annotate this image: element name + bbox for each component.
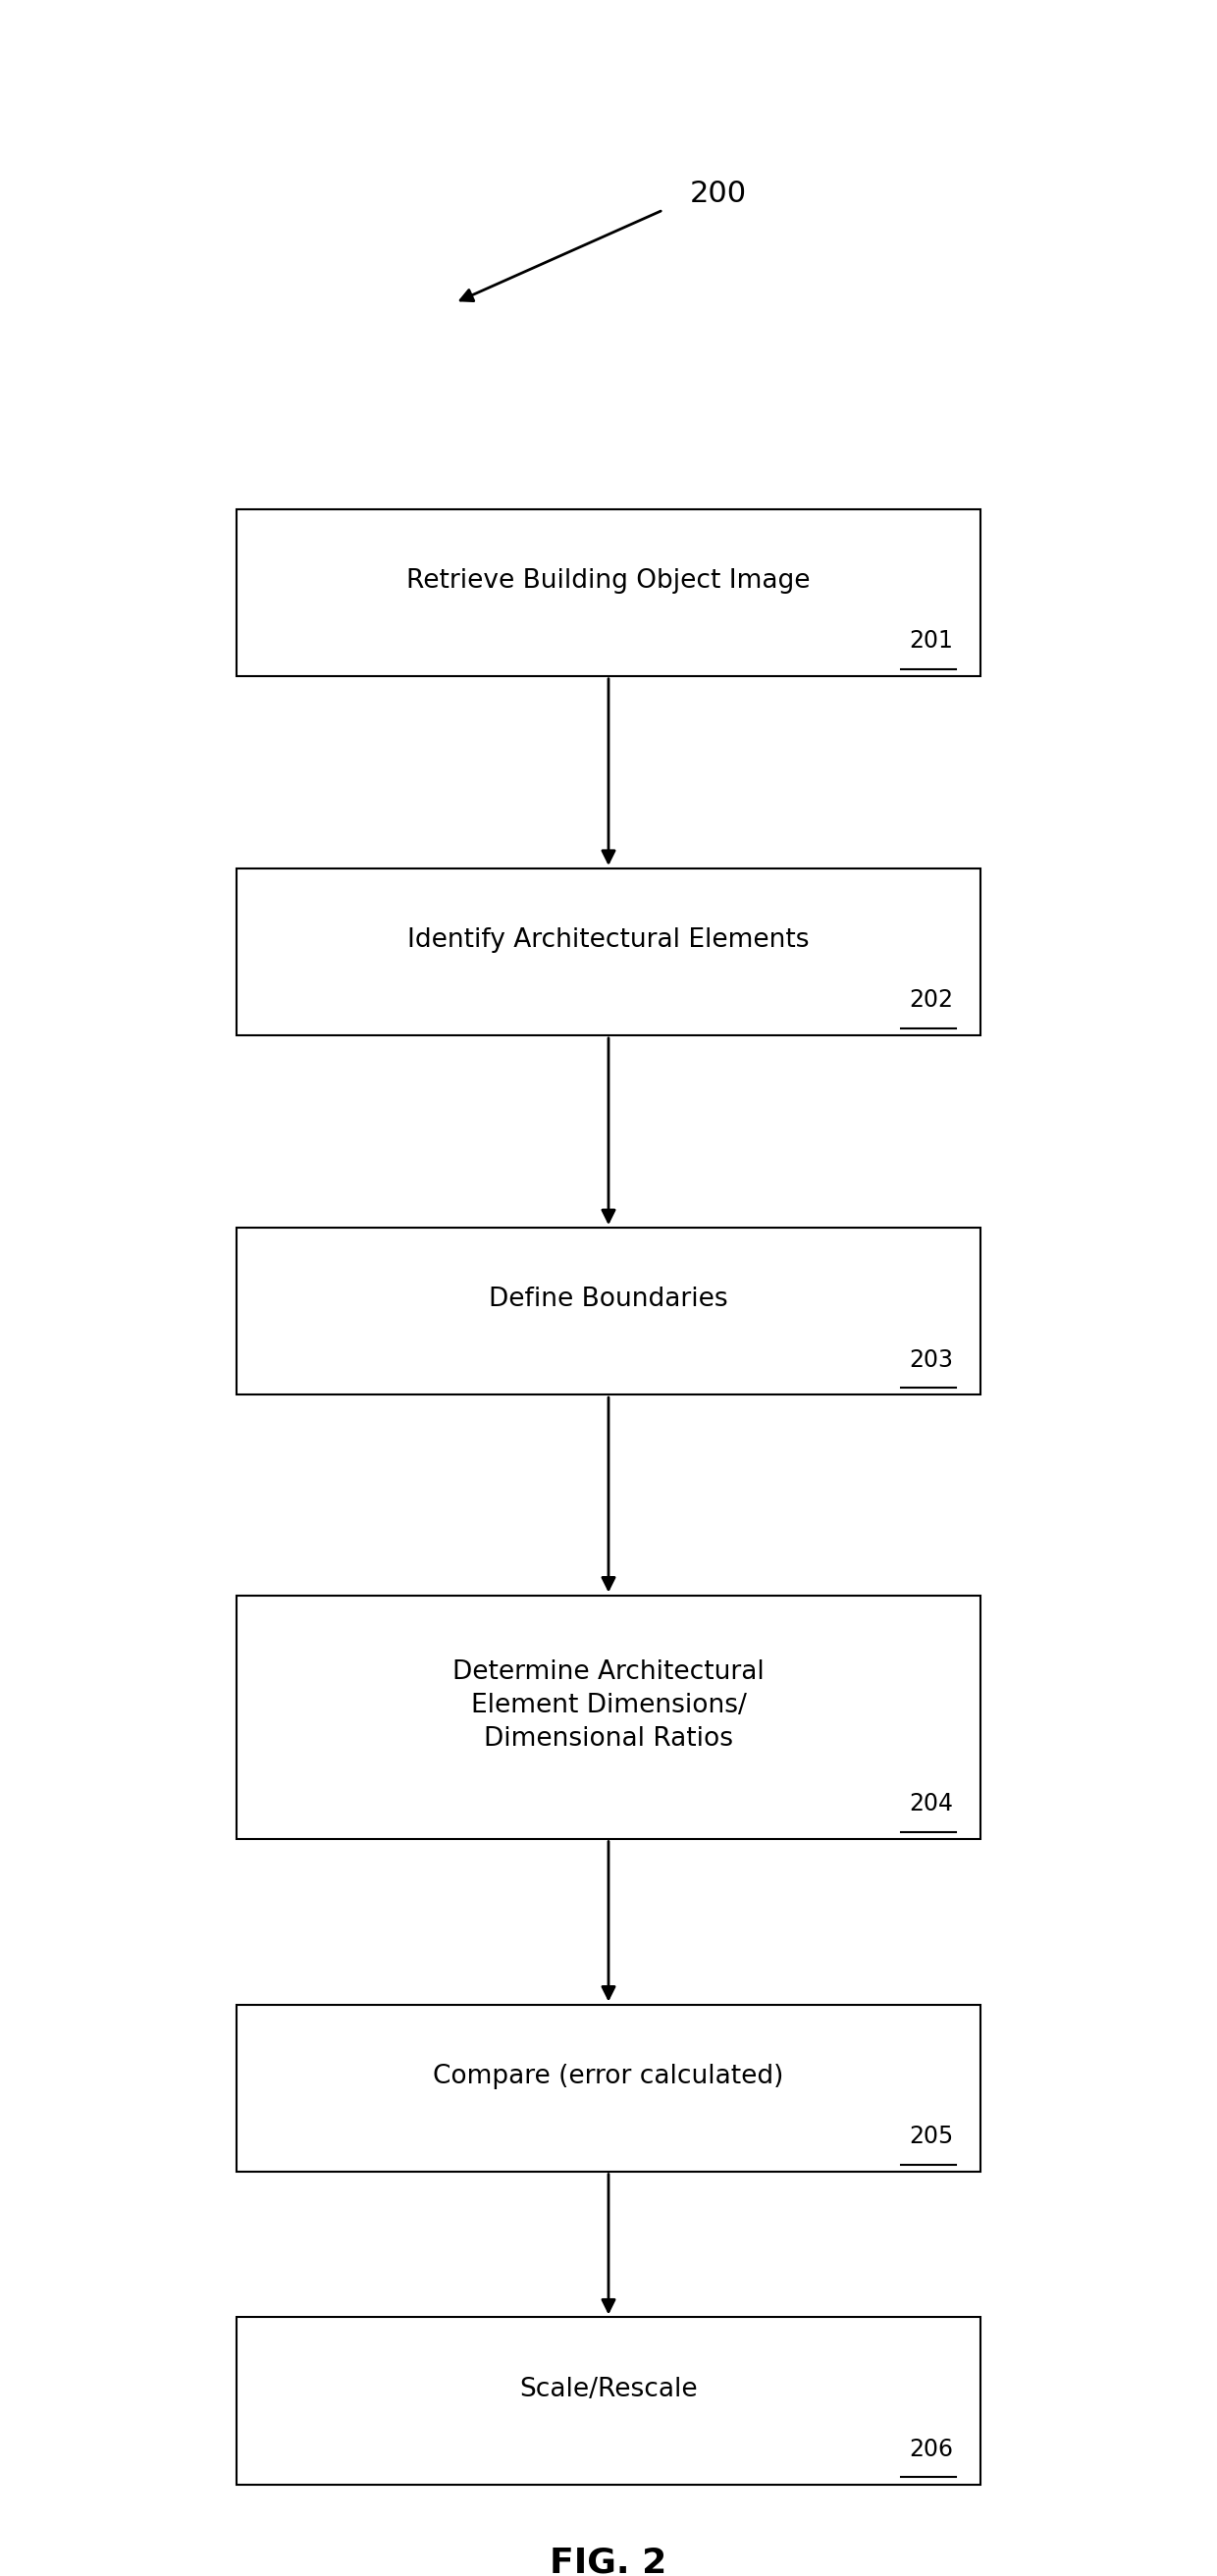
FancyBboxPatch shape [236, 2318, 981, 2483]
Text: FIG. 2: FIG. 2 [550, 2548, 667, 2576]
Text: 205: 205 [909, 2125, 954, 2148]
Text: Compare (error calculated): Compare (error calculated) [433, 2063, 784, 2089]
FancyBboxPatch shape [236, 510, 981, 675]
FancyBboxPatch shape [236, 1595, 981, 1839]
Text: 206: 206 [909, 2437, 954, 2460]
Text: Retrieve Building Object Image: Retrieve Building Object Image [406, 569, 811, 592]
FancyBboxPatch shape [236, 2004, 981, 2172]
Text: Define Boundaries: Define Boundaries [489, 1288, 728, 1311]
Text: 204: 204 [909, 1793, 954, 1816]
FancyBboxPatch shape [236, 1229, 981, 1394]
Text: 201: 201 [909, 629, 954, 652]
Text: Determine Architectural
Element Dimensions/
Dimensional Ratios: Determine Architectural Element Dimensio… [453, 1659, 764, 1752]
Text: 202: 202 [909, 989, 954, 1012]
Text: Identify Architectural Elements: Identify Architectural Elements [408, 927, 809, 953]
FancyBboxPatch shape [236, 868, 981, 1036]
Text: Scale/Rescale: Scale/Rescale [520, 2378, 697, 2401]
Text: 200: 200 [690, 180, 746, 209]
Text: 203: 203 [909, 1347, 954, 1370]
